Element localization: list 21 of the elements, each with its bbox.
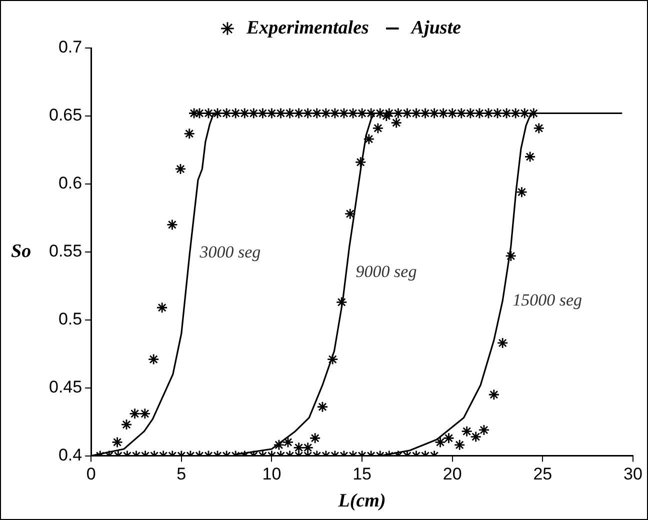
- y-axis-title: So: [11, 240, 32, 262]
- x-tick-label: 25: [533, 464, 552, 484]
- x-tick-label: 20: [442, 464, 462, 484]
- x-tick-label: 15: [352, 464, 372, 484]
- legend-label: Experimentales: [245, 17, 369, 38]
- x-tick-label: 10: [262, 464, 282, 484]
- x-tick-label: 5: [176, 464, 186, 484]
- y-tick-label: 0.6: [58, 174, 82, 193]
- legend-label: Ajuste: [410, 17, 462, 38]
- y-tick-label: 0.5: [58, 310, 82, 329]
- annotation: 15000 seg: [512, 290, 582, 310]
- y-tick-label: 0.55: [48, 242, 82, 261]
- y-tick-label: 0.65: [48, 106, 82, 125]
- annotation: 3000 seg: [198, 242, 261, 262]
- annotation: 9000 seg: [356, 262, 417, 281]
- y-tick-label: 0.7: [58, 38, 82, 57]
- y-tick-label: 0.45: [48, 378, 82, 397]
- x-tick-label: 30: [624, 464, 642, 484]
- x-tick-label: 0: [86, 464, 96, 484]
- x-axis-title: L(cm): [337, 490, 386, 512]
- y-tick-label: 0.4: [58, 445, 82, 464]
